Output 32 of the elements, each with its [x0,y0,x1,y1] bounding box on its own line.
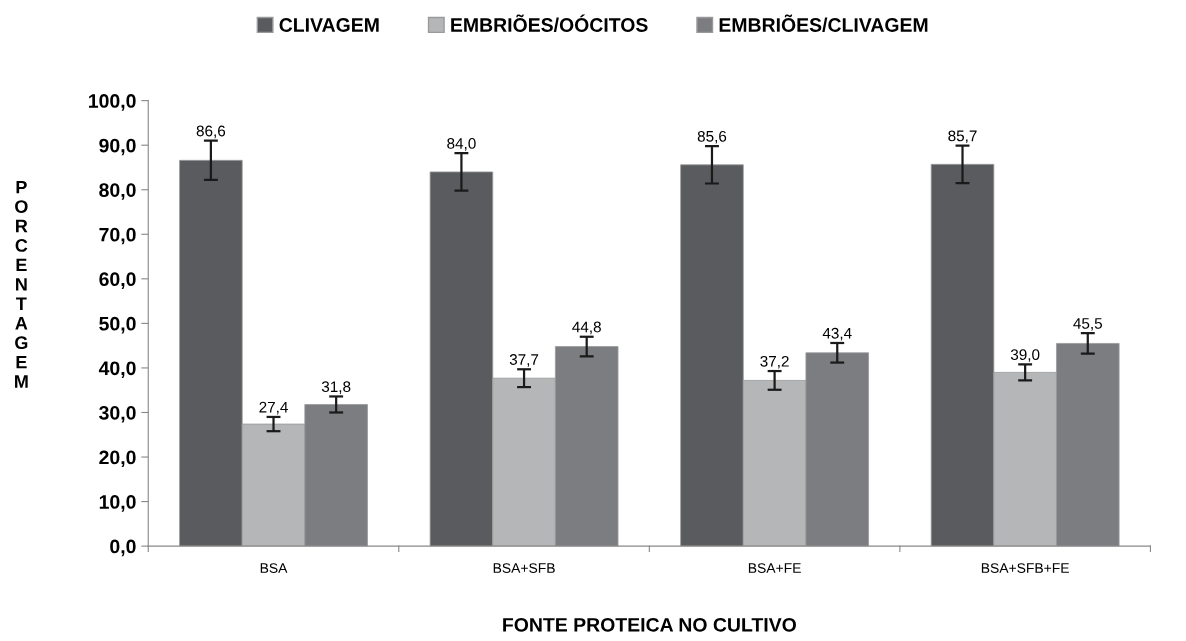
x-axis-title: FONTE PROTEICA NO CULTIVO [503,617,796,632]
text: PORCENTAGEM [15,180,28,388]
data-label: 84,0 [447,138,476,151]
y-tick-label: 40,0 [98,361,136,378]
data-label: 43,4 [822,327,852,341]
y-tick-label: 70,0 [99,227,136,245]
data-label: 45,5 [1073,318,1103,331]
data-label: 37,7 [509,354,539,367]
x-tick-label: BSA+SFB [493,563,555,573]
y-tick-label: 10,0 [99,495,136,512]
y-tick-label: 80,0 [99,183,136,200]
x-tick-label: BSA+SFB+FE [981,563,1069,573]
legend-label: CLIVAGEM [279,18,379,32]
x-tick-label: BSA [260,563,288,573]
data-label: 31,8 [321,381,351,394]
y-tick-label: 90,0 [99,138,136,156]
legend-label: EMBRIÕES/CLIVAGEM [719,14,928,33]
data-label: 27,4 [259,401,288,415]
y-tick-label: 30,0 [99,405,136,423]
data-label: 37,2 [760,355,789,369]
data-label: 85,7 [948,130,977,144]
data-label: 44,8 [572,321,601,335]
y-tick-label: 0,0 [110,539,136,557]
data-label: 86,6 [196,125,226,139]
x-tick-label: BSA+FE [748,563,801,573]
y-tick-label: 60,0 [99,272,136,289]
legend-label: EMBRIÕES/OÓCITOS [451,14,648,33]
y-tick-label: 50,0 [99,316,136,334]
y-tick-label: 20,0 [99,450,136,468]
data-label: 85,6 [697,130,727,144]
data-label: 39,0 [1010,349,1040,362]
y-tick-label: 100,0 [89,94,136,111]
